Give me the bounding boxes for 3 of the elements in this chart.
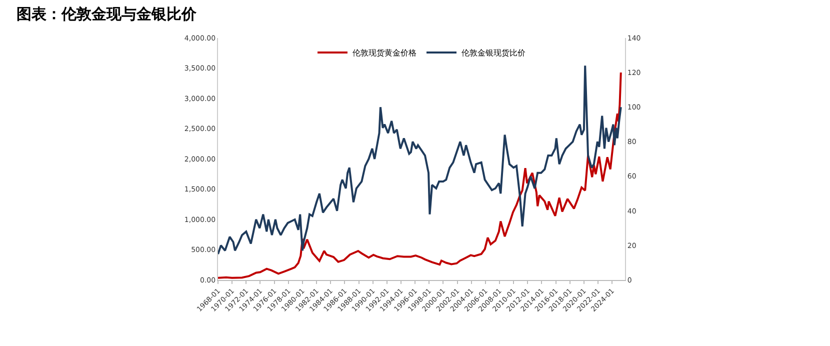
chart-title: 图表：伦敦金现与金银比价	[16, 5, 198, 24]
legend-label: 伦敦金银现货比价	[462, 48, 526, 58]
legend-label: 伦敦现货黄金价格	[352, 48, 416, 58]
